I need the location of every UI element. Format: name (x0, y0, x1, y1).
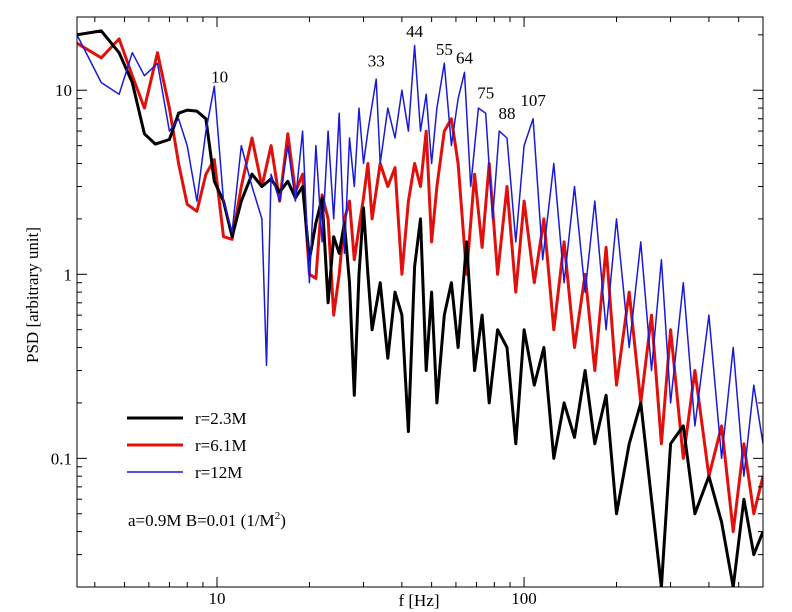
series-line-r-2-3m (77, 29, 763, 587)
series-layer (77, 29, 763, 587)
peak-label: 64 (456, 48, 474, 67)
ticks-layer: 10 100 0.1 1 10 (51, 17, 764, 608)
x-axis-label: f [Hz] (398, 591, 439, 610)
y-axis-label: PSD [arbitrary unit] (23, 227, 42, 363)
peak-label: 75 (477, 84, 494, 103)
peak-label: 33 (368, 51, 385, 70)
y-tick-label: 10 (55, 81, 72, 100)
parameters-superscript: 2 (275, 510, 281, 522)
parameters-suffix: ) (280, 511, 286, 530)
series-line-r-6-1m (77, 37, 763, 534)
peak-label: 44 (406, 22, 424, 41)
y-tick-label: 1 (64, 265, 73, 284)
y-tick-label: 0.1 (51, 449, 72, 468)
parameters-text: a=0.9M B=0.01 (1/M (128, 511, 275, 530)
series-line-r-12m (77, 34, 763, 477)
legend-label: r=2.3M (195, 409, 247, 428)
plot-frame (76, 16, 764, 588)
x-tick-label: 100 (511, 589, 537, 608)
legend: r=2.3M r=6.1M r=12M (127, 409, 247, 482)
peak-label: 10 (211, 68, 228, 87)
peak-label: 55 (436, 40, 453, 59)
x-tick-label: 10 (208, 589, 225, 608)
peak-label: 88 (499, 104, 516, 123)
parameters-annotation: a=0.9M B=0.01 (1/M2) (128, 510, 286, 530)
legend-label: r=12M (195, 463, 242, 482)
peak-label: 107 (520, 91, 546, 110)
legend-label: r=6.1M (195, 436, 247, 455)
